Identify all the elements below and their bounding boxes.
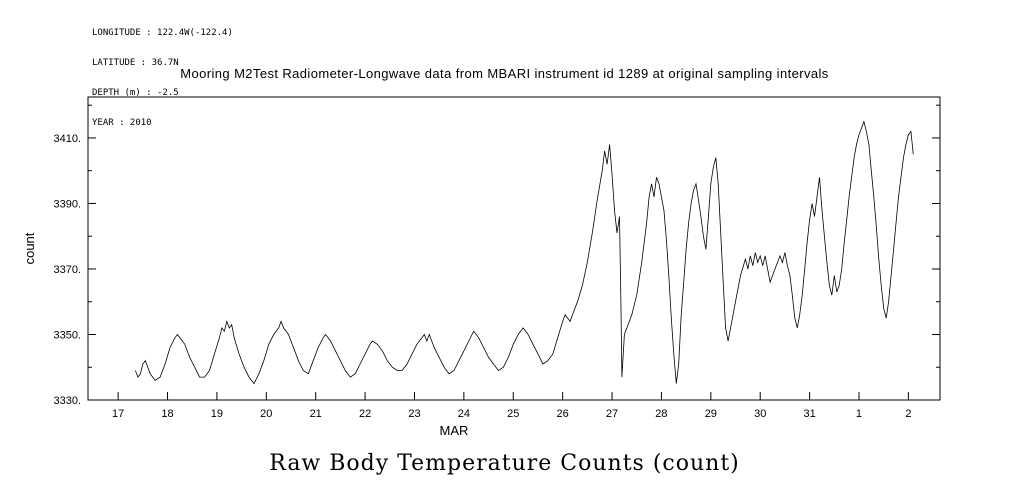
- plot-frame: [87, 96, 941, 401]
- metadata-latitude: LATITUDE : 36.7N: [92, 58, 179, 68]
- x-axis-month-label: MAR: [440, 423, 469, 438]
- temperature-series-line: [135, 120, 914, 385]
- figure-caption: Raw Body Temperature Counts (count): [269, 451, 740, 476]
- x-axis-tick-label: 25: [507, 408, 519, 420]
- y-axis-tick-label: 3390.: [53, 198, 81, 210]
- x-axis-tick-label: 28: [655, 408, 667, 420]
- x-axis-tick-label: 23: [408, 408, 420, 420]
- y-axis-tick-label: 3410.: [53, 133, 81, 145]
- metadata-block: LONGITUDE : 122.4W(-122.4) LATITUDE : 36…: [92, 8, 233, 148]
- x-axis-tick-label: 19: [211, 408, 223, 420]
- x-axis-tick-label: 17: [112, 408, 124, 420]
- x-axis-tick-label: 31: [803, 408, 815, 420]
- metadata-year: YEAR : 2010: [92, 118, 152, 128]
- x-axis-tick-label: 30: [754, 408, 766, 420]
- x-axis-tick-label: 22: [359, 408, 371, 420]
- x-axis-tick-label: 2: [905, 408, 911, 420]
- x-axis-tick-label: 20: [260, 408, 272, 420]
- metadata-longitude: LONGITUDE : 122.4W(-122.4): [92, 28, 233, 38]
- x-axis-tick-label: 24: [458, 408, 470, 420]
- x-axis-tick-label: 21: [310, 408, 322, 420]
- x-axis-tick-label: 1: [856, 408, 862, 420]
- y-axis-title: count: [22, 232, 37, 264]
- y-axis-tick-label: 3330.: [53, 395, 81, 407]
- x-axis-tick-label: 26: [557, 408, 569, 420]
- x-axis-tick-label: 18: [161, 408, 173, 420]
- chart-title: Mooring M2Test Radiometer-Longwave data …: [180, 66, 829, 81]
- y-axis-tick-label: 3350.: [53, 329, 81, 341]
- metadata-depth: DEPTH (m) : -2.5: [92, 88, 179, 98]
- x-axis-tick-label: 27: [606, 408, 618, 420]
- x-axis-tick-label: 29: [705, 408, 717, 420]
- y-axis-tick-label: 3370.: [53, 264, 81, 276]
